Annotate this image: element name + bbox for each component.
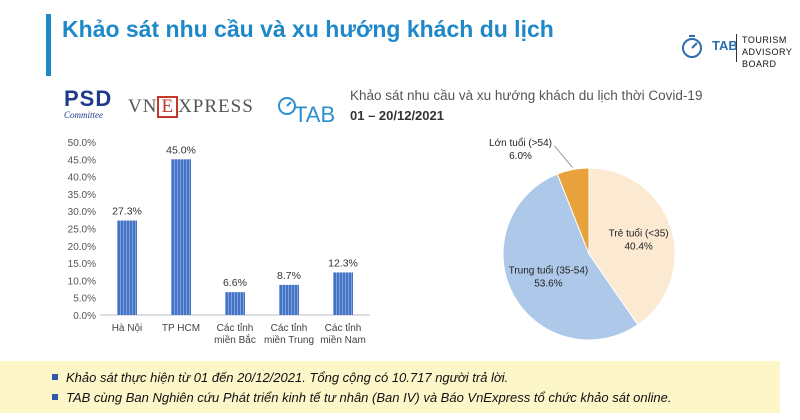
- tab-logo-text: TAB: [712, 38, 738, 53]
- bar-y-tick-label: 25.0%: [68, 225, 96, 236]
- bar-category-label: Hà Nội: [112, 323, 143, 334]
- age-pie-chart: Trẻ tuổi (<35) 40.4% Trung tuổi (35-54) 53.…: [489, 137, 676, 341]
- tab-stopwatch-icon: [682, 35, 702, 58]
- tab-logo-divider: [736, 34, 737, 62]
- pie-slice-label: Trẻ tuổi (<35): [609, 228, 669, 240]
- tab-small-logo-graphic: TAB: [278, 97, 335, 127]
- survey-subtitle: Khảo sát nhu cầu và xu hướng khách du lị…: [350, 88, 703, 103]
- bar-category-label: Các tỉnh: [217, 322, 254, 334]
- vnexpress-logo-e: E: [157, 96, 179, 118]
- survey-notes-box: Khảo sát thực hiện từ 01 đến 20/12/2021.…: [0, 361, 780, 413]
- bullet-square-icon: [52, 394, 58, 400]
- tab-logo-words: TOURISM ADVISORY BOARD: [742, 34, 796, 70]
- tab-logo-line2: ADVISORY BOARD: [742, 47, 793, 69]
- survey-note: TAB cùng Ban Nghiên cứu Phát triển kinh …: [52, 390, 672, 405]
- bar-category-label: miền Bắc: [214, 333, 256, 346]
- bar: [117, 220, 137, 315]
- bar-y-tick-label: 50.0%: [68, 138, 96, 149]
- title-accent-bar: [46, 14, 51, 76]
- bar-y-tick-label: 5.0%: [73, 294, 96, 305]
- survey-note-text: Khảo sát thực hiện từ 01 đến 20/12/2021.…: [66, 370, 509, 385]
- bar-value-label: 12.3%: [328, 257, 358, 269]
- bar-y-tick-label: 45.0%: [68, 155, 96, 166]
- bar-category-label: Các tỉnh: [271, 322, 308, 334]
- vnexpress-logo: VN E XPRESS: [128, 96, 254, 118]
- tab-logo-line1: TOURISM: [742, 35, 787, 45]
- bar-value-label: 27.3%: [112, 206, 142, 218]
- page-title: Khảo sát nhu cầu và xu hướng khách du lị…: [62, 16, 554, 42]
- bar: [171, 159, 191, 315]
- vnexpress-logo-post: XPRESS: [178, 96, 254, 117]
- bar-category-label: Các tỉnh: [325, 322, 362, 334]
- bar-y-tick-label: 40.0%: [68, 173, 96, 184]
- pie-slice-label: Trung tuổi (35-54): [509, 265, 589, 277]
- bar-y-tick-label: 15.0%: [68, 259, 96, 270]
- survey-note: Khảo sát thực hiện từ 01 đến 20/12/2021.…: [52, 370, 509, 385]
- pie-leader-line: [554, 145, 573, 168]
- tab-board-logo: TAB TOURISM ADVISORY BOARD: [680, 30, 796, 69]
- bar-value-label: 6.6%: [223, 277, 247, 289]
- bar-y-tick-label: 30.0%: [68, 207, 96, 218]
- survey-note-text: TAB cùng Ban Nghiên cứu Phát triển kinh …: [66, 390, 672, 405]
- vnexpress-logo-pre: VN: [128, 96, 158, 117]
- bar-category-label: TP HCM: [162, 323, 200, 334]
- psd-logo-text: PSD: [64, 86, 113, 111]
- bar-y-tick-label: 10.0%: [68, 276, 96, 287]
- bar-value-label: 8.7%: [277, 270, 301, 282]
- bar: [225, 292, 245, 315]
- psd-committee-logo: PSD Committee: [64, 86, 124, 121]
- pie-slice-value: 6.0%: [509, 151, 532, 162]
- psd-logo-sub: Committee: [64, 110, 103, 120]
- pie-slice: [588, 167, 676, 326]
- pie-slice-value: 40.4%: [624, 242, 652, 253]
- pie-slice-value: 53.6%: [534, 279, 562, 290]
- bar-y-tick-label: 20.0%: [68, 242, 96, 253]
- pie-slice: [556, 167, 590, 255]
- survey-date-range: 01 – 20/12/2021: [350, 108, 444, 123]
- bar-category-label: miền Nam: [320, 334, 366, 346]
- pie-slice: [502, 173, 639, 341]
- tab-small-logo-text: TAB: [294, 102, 335, 127]
- region-bar-chart: 0.0% 5.0% 10.0% 15.0% 20.0% 25.0% 30.0% 35.0% 40…: [68, 138, 370, 346]
- tab-logo-small: TAB: [276, 92, 340, 133]
- bar: [333, 272, 353, 315]
- bar-category-label: miền Trung: [264, 334, 314, 346]
- bar-value-label: 45.0%: [166, 144, 196, 156]
- bar-y-tick-label: 0.0%: [73, 311, 96, 322]
- bar-y-tick-label: 35.0%: [68, 190, 96, 201]
- pie-slice-label: Lớn tuổi (>54): [489, 137, 552, 149]
- bar: [279, 284, 299, 315]
- bullet-square-icon: [52, 374, 58, 380]
